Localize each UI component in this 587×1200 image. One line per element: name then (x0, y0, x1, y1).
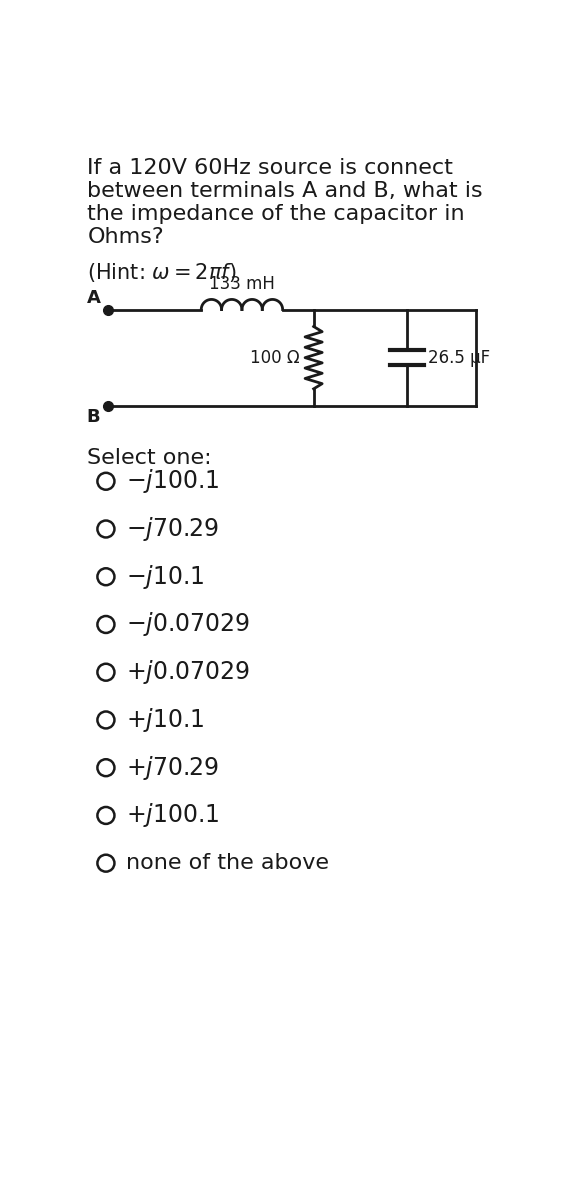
Text: If a 120V 60Hz source is connect: If a 120V 60Hz source is connect (87, 158, 453, 178)
Text: Select one:: Select one: (87, 448, 212, 468)
Text: 100 Ω: 100 Ω (250, 349, 300, 367)
Text: $+j0.07029$: $+j0.07029$ (126, 659, 250, 686)
Text: 133 mH: 133 mH (209, 275, 275, 293)
Text: 26.5 μF: 26.5 μF (429, 349, 491, 367)
Text: between terminals A and B, what is: between terminals A and B, what is (87, 181, 483, 200)
Text: the impedance of the capacitor in: the impedance of the capacitor in (87, 204, 465, 224)
Text: $-j10.1$: $-j10.1$ (126, 563, 205, 590)
Text: B: B (87, 408, 100, 426)
Text: $+j10.1$: $+j10.1$ (126, 706, 205, 734)
Text: A: A (87, 289, 100, 307)
Text: (Hint: $\omega = 2\pi f$): (Hint: $\omega = 2\pi f$) (87, 262, 237, 284)
Text: $-j0.07029$: $-j0.07029$ (126, 611, 250, 638)
Text: $-j100.1$: $-j100.1$ (126, 467, 220, 496)
Text: Ohms?: Ohms? (87, 227, 164, 247)
Text: $+j100.1$: $+j100.1$ (126, 802, 220, 829)
Text: none of the above: none of the above (126, 853, 329, 874)
Text: $-j70.29$: $-j70.29$ (126, 515, 219, 542)
Text: $+j70.29$: $+j70.29$ (126, 754, 219, 781)
